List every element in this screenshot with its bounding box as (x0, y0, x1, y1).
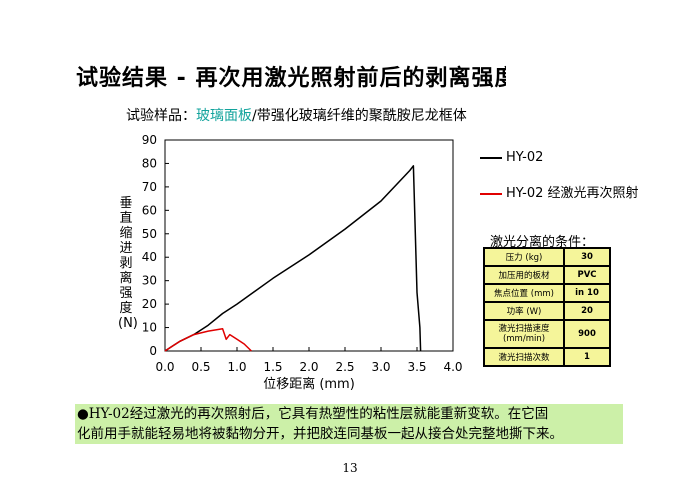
page-title: 试验结果 - 再次用激光照射前后的剥离强度对比 (76, 66, 506, 91)
y-axis-ticks: 0 10 20 30 40 50 60 70 80 90 (142, 133, 169, 358)
condition-label: 功率 (W) (485, 303, 563, 319)
condition-value: in 10 (565, 285, 609, 301)
y-tick-label: 90 (142, 133, 157, 147)
condition-label: 激光扫描次数 (485, 349, 563, 365)
sample-description: 试验样品：玻璃面板/带强化玻璃纤维的聚酰胺尼龙框体 (126, 105, 467, 125)
condition-value: PVC (565, 267, 609, 283)
table-row: 压力 (kg) 30 (485, 249, 609, 265)
y-tick-label: 10 (142, 321, 157, 335)
y-tick-label: 50 (142, 227, 157, 241)
x-tick-label: 2.0 (299, 360, 318, 374)
note-line-1: ●HY-02经过激光的再次照射后，它具有热塑性的粘性层就能重新变软。在它固 (77, 406, 549, 422)
table-row: 激光扫描次数 1 (485, 349, 609, 365)
table-row: 加压用的板材 PVC (485, 267, 609, 283)
series-lines (164, 165, 422, 352)
legend-swatch-black (480, 156, 502, 159)
y-axis-title: 垂直缩进剥离强度(N) (118, 196, 138, 331)
legend-item-hy02-laser: HY-02 经激光再次照射 (480, 182, 639, 201)
note-line-2: 化前用手就能轻易地将被黏物分开，并把胶连同基板一起从接合处完整地撕下来。 (77, 426, 563, 442)
sample-rest: /带强化玻璃纤维的聚酰胺尼龙框体 (252, 108, 467, 124)
plot-frame (164, 139, 454, 352)
condition-value: 20 (565, 303, 609, 319)
legend-item-hy02: HY-02 (480, 150, 543, 165)
legend-swatch-red (480, 192, 502, 195)
condition-label: 压力 (kg) (485, 249, 563, 265)
series-line-hy02 (164, 165, 422, 352)
x-tick-label: 3.5 (407, 360, 426, 374)
summary-note: ●HY-02经过激光的再次照射后，它具有热塑性的粘性层就能重新变软。在它固 化前… (75, 404, 623, 444)
y-tick-label: 60 (142, 203, 157, 217)
series-line-hy02-laser (164, 327, 252, 352)
page-number: 13 (342, 461, 358, 475)
y-tick-label: 20 (142, 297, 157, 311)
sample-prefix: 试验样品： (126, 108, 196, 124)
sample-highlight: 玻璃面板 (196, 108, 252, 124)
table-row: 功率 (W) 20 (485, 303, 609, 319)
conditions-title: 激光分离的条件： (490, 235, 595, 250)
x-tick-label: 1.0 (227, 360, 246, 374)
y-tick-label: 0 (149, 344, 157, 358)
y-tick-label: 40 (142, 250, 157, 264)
y-tick-label: 70 (142, 180, 157, 194)
condition-label: 焦点位置 (mm) (485, 285, 563, 301)
x-axis-title: 位移距离 (mm) (263, 376, 355, 392)
condition-value: 30 (565, 249, 609, 265)
x-tick-label: 4.0 (443, 360, 462, 374)
y-tick-label: 30 (142, 274, 157, 288)
condition-value: 1 (565, 349, 609, 365)
x-tick-label: 2.5 (335, 360, 354, 374)
x-axis-ticks: 0.0 0.5 1.0 1.5 2.0 2.5 3.0 3.5 4.0 (155, 347, 463, 374)
condition-label: 激光扫描速度 (mm/min) (485, 321, 563, 347)
table-row: 焦点位置 (mm) in 10 (485, 285, 609, 301)
x-tick-label: 0.5 (191, 360, 210, 374)
legend-label-hy02-laser: HY-02 经激光再次照射 (506, 186, 639, 201)
y-tick-label: 80 (142, 156, 157, 170)
x-tick-label: 1.5 (263, 360, 282, 374)
x-tick-label: 0.0 (155, 360, 174, 374)
table-row: 激光扫描速度 (mm/min) 900 (485, 321, 609, 347)
x-tick-label: 3.0 (371, 360, 390, 374)
condition-value: 900 (565, 321, 609, 347)
legend-label-hy02: HY-02 (506, 150, 544, 165)
condition-label: 加压用的板材 (485, 267, 563, 283)
conditions-table: 压力 (kg) 30 加压用的板材 PVC 焦点位置 (mm) in 10 功率 (W… (483, 247, 611, 367)
